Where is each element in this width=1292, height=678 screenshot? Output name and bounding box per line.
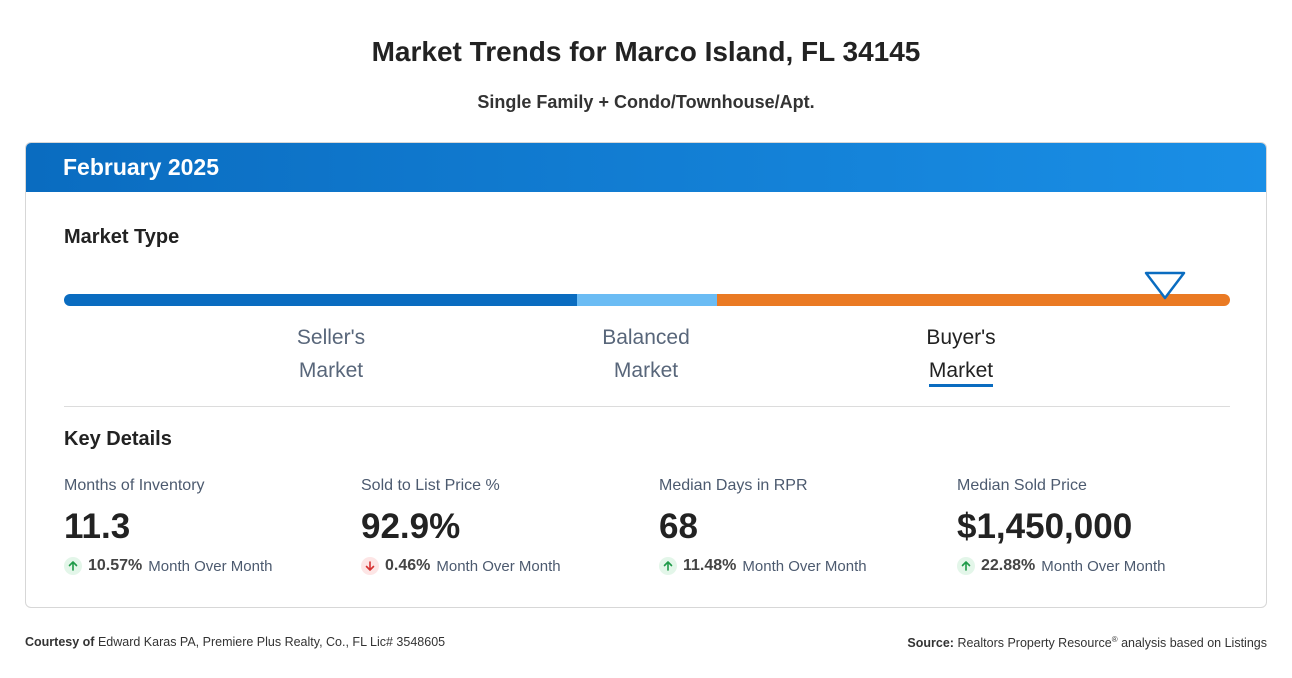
section-divider xyxy=(64,406,1230,407)
stat-median-sold-price: Median Sold Price $1,450,000 22.88% Mont… xyxy=(957,477,1237,575)
arrow-up-icon xyxy=(957,557,975,575)
stat-change: 11.48% Month Over Month xyxy=(659,557,939,575)
stat-value: 11.3 xyxy=(64,507,131,546)
stat-label: Median Sold Price xyxy=(957,477,1087,494)
stat-label: Median Days in RPR xyxy=(659,477,808,494)
source-text-end: analysis based on Listings xyxy=(1117,636,1267,651)
period-label: February 2025 xyxy=(63,154,219,180)
balanced-market-label: Balanced Market xyxy=(602,326,690,382)
stat-value: 68 xyxy=(659,507,698,546)
seller-market-segment xyxy=(64,294,577,306)
change-label: Month Over Month xyxy=(742,557,867,575)
change-percent: 11.48% xyxy=(683,557,737,574)
key-details-title: Key Details xyxy=(64,428,172,450)
page-subtitle: Single Family + Condo/Townhouse/Apt. xyxy=(477,92,815,112)
stat-label: Sold to List Price % xyxy=(361,477,500,494)
arrow-down-icon xyxy=(361,557,379,575)
change-label: Month Over Month xyxy=(1041,557,1166,575)
source-label: Source: xyxy=(907,636,954,651)
registered-mark: ® xyxy=(1111,635,1118,644)
market-trends-card: February 2025 Market Type Seller's Marke… xyxy=(25,142,1267,608)
arrow-up-icon xyxy=(64,557,82,575)
source-text: Realtors Property Resource xyxy=(957,636,1112,651)
market-type-title: Market Type xyxy=(64,226,180,248)
change-percent: 22.88% xyxy=(981,557,1036,574)
stat-change: 22.88% Month Over Month xyxy=(957,557,1237,575)
stat-value: $1,450,000 xyxy=(957,507,1133,546)
footer-courtesy: Courtesy of Edward Karas PA, Premiere Pl… xyxy=(25,635,445,649)
stat-change: 0.46% Month Over Month xyxy=(361,557,641,575)
stat-months-of-inventory: Months of Inventory 11.3 10.57% Month Ov… xyxy=(64,477,344,575)
buyer-market-label: Buyer's Market xyxy=(881,321,1041,387)
change-percent: 10.57% xyxy=(88,557,143,574)
change-percent: 0.46% xyxy=(385,557,431,574)
balanced-market-segment xyxy=(577,294,717,306)
market-type-bar xyxy=(64,294,1230,306)
arrow-up-icon xyxy=(659,557,677,575)
market-indicator-icon xyxy=(1144,271,1186,300)
courtesy-text: Edward Karas PA, Premiere Plus Realty, C… xyxy=(97,635,446,649)
change-label: Month Over Month xyxy=(148,557,273,575)
page-title: Market Trends for Marco Island, FL 34145 xyxy=(371,36,921,67)
buyer-market-segment xyxy=(717,294,1230,306)
stat-change: 10.57% Month Over Month xyxy=(64,557,344,575)
card-header: February 2025 xyxy=(26,143,1266,192)
footer-source: Source: Realtors Property Resource® anal… xyxy=(907,635,1267,650)
stat-label: Months of Inventory xyxy=(64,477,205,494)
change-label: Month Over Month xyxy=(436,557,561,575)
stat-median-days-in-rpr: Median Days in RPR 68 11.48% Month Over … xyxy=(659,477,939,575)
stat-value: 92.9% xyxy=(361,507,461,546)
courtesy-label: Courtesy of xyxy=(25,635,95,649)
stat-sold-to-list-price: Sold to List Price % 92.9% 0.46% Month O… xyxy=(361,477,641,575)
seller-market-label: Seller's Market xyxy=(296,326,366,382)
